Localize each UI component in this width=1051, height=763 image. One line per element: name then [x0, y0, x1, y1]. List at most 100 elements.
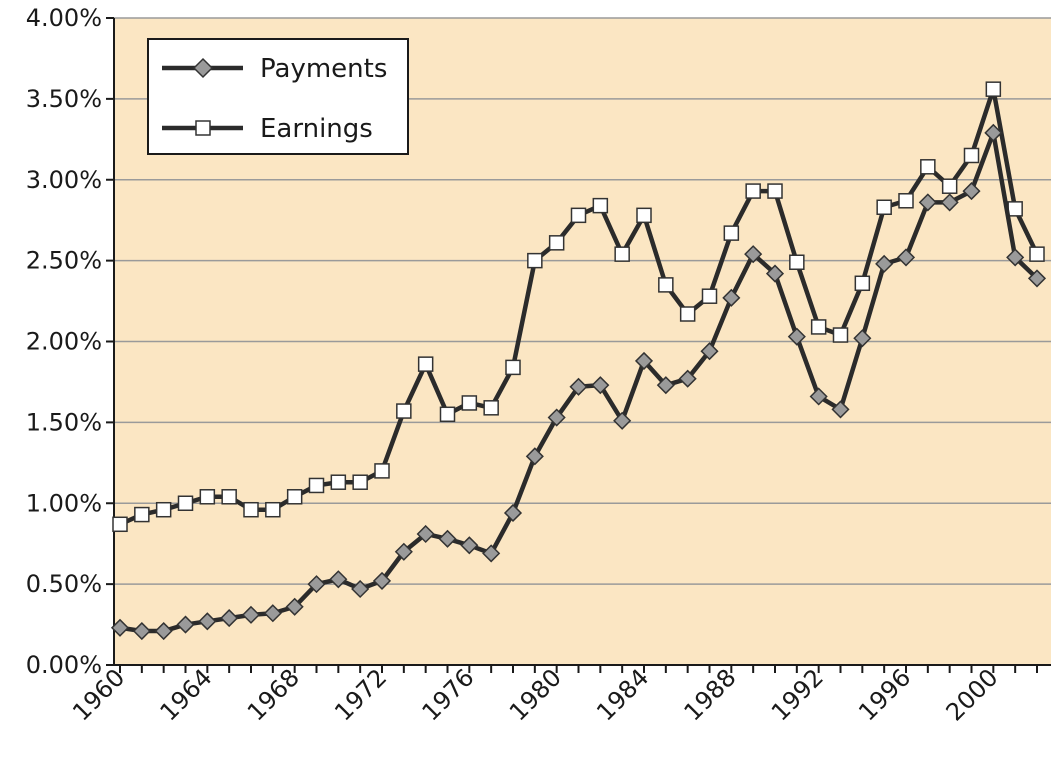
- earnings-point: [876, 199, 892, 215]
- payments-point: [875, 254, 894, 273]
- legend-box: [147, 38, 409, 155]
- payments-point: [613, 411, 632, 430]
- payments-point: [110, 618, 130, 637]
- earnings-point: [614, 246, 630, 262]
- payments-point: [722, 288, 741, 307]
- payments-point: [285, 597, 304, 616]
- earnings-point: [243, 501, 259, 518]
- earnings-point: [505, 359, 521, 376]
- legend-marker-earnings: [195, 120, 211, 136]
- earnings-point: [308, 477, 325, 494]
- payments-point: [416, 524, 435, 544]
- payments-point: [132, 621, 151, 641]
- earnings-point: [920, 159, 936, 175]
- earnings-point: [374, 463, 390, 479]
- earnings-point: [570, 207, 587, 224]
- earnings-point: [832, 327, 849, 343]
- earnings-point: [112, 516, 128, 533]
- payments-point: [765, 264, 785, 283]
- series-layer: [110, 81, 1047, 641]
- payments-point: [744, 245, 763, 264]
- earnings-point: [854, 275, 871, 292]
- payments-point: [962, 182, 981, 201]
- payments-point: [241, 605, 261, 624]
- payments-point: [984, 123, 1003, 142]
- y-tick-label: 3.00%: [26, 166, 102, 194]
- x-axis-ticks: 1960 1964 1968 1972 1976 1980 1984 1988 1992 1996…: [67, 663, 1038, 726]
- payments-point: [525, 447, 544, 466]
- payments-point: [503, 503, 523, 523]
- payments-point: [809, 387, 828, 406]
- earnings-point: [941, 178, 958, 194]
- earnings-point: [963, 147, 980, 164]
- payments-point: [700, 342, 719, 361]
- earnings-point: [1007, 201, 1023, 217]
- earnings-point: [745, 183, 761, 199]
- y-tick-label: 0.50%: [26, 570, 102, 598]
- earnings-point: [810, 319, 827, 335]
- payments-point: [1027, 269, 1047, 288]
- legend-label-payments: Payments: [260, 54, 387, 84]
- payments-point: [198, 612, 217, 631]
- earnings-point: [658, 277, 674, 293]
- earnings-point: [461, 395, 478, 411]
- payments-point: [307, 575, 326, 594]
- payments-point: [547, 408, 566, 427]
- y-axis-ticks: 0.00% 0.50% 1.00% 1.50% 2.00% 2.50% 3.00% 3.50%…: [26, 4, 114, 679]
- payments-point: [831, 400, 850, 419]
- earnings-point: [483, 400, 499, 416]
- payments-point: [176, 615, 195, 634]
- legend-marker-payments: [192, 57, 214, 79]
- earnings-point: [177, 495, 194, 511]
- payments-point: [591, 376, 610, 395]
- payments-point: [438, 529, 457, 548]
- payments-point: [263, 604, 282, 623]
- earnings-point: [767, 183, 783, 199]
- earnings-point: [527, 252, 543, 269]
- payments-point: [634, 351, 654, 370]
- earnings-point: [439, 406, 456, 423]
- earnings-point: [286, 489, 303, 505]
- earnings-point: [701, 288, 718, 304]
- payments-point: [678, 369, 697, 388]
- earnings-point: [1029, 246, 1045, 262]
- payments-point: [896, 248, 916, 267]
- payments-point: [351, 579, 370, 599]
- earnings-point: [134, 506, 150, 523]
- earnings-point: [417, 356, 434, 372]
- payments-point: [372, 571, 392, 590]
- payments-point: [460, 536, 479, 555]
- payments-point: [918, 193, 937, 212]
- earnings-point: [592, 197, 609, 214]
- payments-point: [220, 609, 239, 628]
- earnings-point: [330, 474, 347, 490]
- payments-point: [482, 544, 501, 563]
- earnings-point: [723, 225, 740, 241]
- legend-label-earnings: Earnings: [260, 114, 373, 144]
- earnings-point: [396, 403, 412, 419]
- payments-point: [940, 193, 959, 212]
- earnings-point: [636, 207, 652, 224]
- y-tick-label: 4.00%: [26, 4, 102, 32]
- earnings-point: [221, 489, 237, 505]
- y-tick-label: 2.50%: [26, 247, 102, 275]
- y-tick-label: 3.50%: [26, 85, 102, 113]
- payments-point: [656, 376, 675, 395]
- payments-point: [1006, 248, 1025, 267]
- payments-point: [787, 327, 806, 346]
- y-tick-label: 1.00%: [26, 489, 102, 517]
- payments-point: [853, 329, 872, 348]
- earnings-point: [985, 81, 1002, 97]
- earnings-point: [199, 489, 216, 505]
- y-tick-label: 2.00%: [26, 328, 102, 356]
- y-tick-label: 1.50%: [26, 408, 102, 436]
- earnings-point: [548, 235, 565, 251]
- y-tick-label: 0.00%: [26, 651, 102, 679]
- legend: Payments Earnings: [147, 38, 409, 155]
- series-earnings: [112, 81, 1045, 533]
- earnings-point: [352, 474, 368, 490]
- payments-point: [329, 570, 348, 589]
- payments-point: [394, 542, 413, 561]
- earnings-point: [679, 306, 696, 322]
